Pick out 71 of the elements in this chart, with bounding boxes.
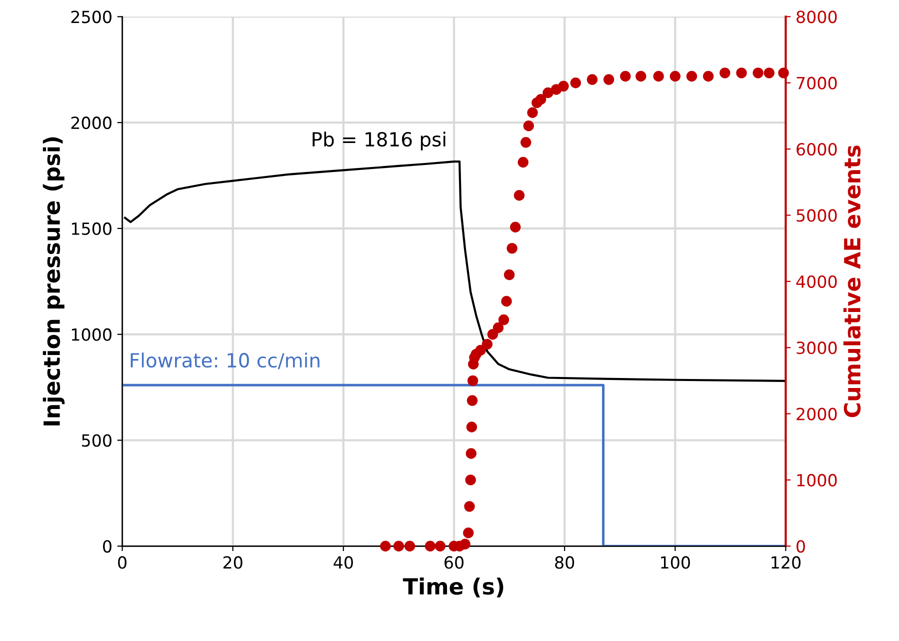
y2-axis-title: Cumulative AE events <box>843 146 861 418</box>
point <box>492 322 504 334</box>
y2-tick-label: 1000 <box>797 474 837 487</box>
y2-tick-label: 7000 <box>796 76 837 90</box>
y-tick-label: 2000 <box>71 116 112 130</box>
point <box>467 375 478 386</box>
point <box>653 70 664 82</box>
x-tick-label: 40 <box>334 556 353 569</box>
annotation: Pb = 1816 psi <box>312 132 446 150</box>
point <box>518 156 528 168</box>
point <box>504 269 515 280</box>
x-tick-label: 0 <box>118 556 126 569</box>
y-tick-label: 500 <box>82 434 112 447</box>
y-axis-title: Injection pressure (psi) <box>42 137 65 426</box>
point <box>535 94 546 105</box>
point <box>558 80 569 92</box>
point <box>460 538 470 550</box>
point <box>404 540 416 552</box>
y2-tick-label: 3000 <box>796 342 837 354</box>
y-tick-label: 2500 <box>71 10 112 24</box>
point <box>514 190 525 201</box>
point <box>752 68 764 78</box>
point <box>498 314 510 326</box>
y-tick-label: 1000 <box>72 328 112 341</box>
y-tick-label: 0 <box>103 540 112 553</box>
x-tick-label: 60 <box>444 556 464 569</box>
point <box>466 422 478 432</box>
point <box>501 296 512 307</box>
y2-tick-label: 8000 <box>796 10 837 24</box>
x-tick-label: 100 <box>661 556 690 569</box>
point <box>736 68 747 78</box>
point <box>586 74 598 85</box>
annotation: Flowrate: 10 cc/min <box>130 352 320 370</box>
point <box>380 540 391 552</box>
point <box>527 107 538 118</box>
point <box>670 70 680 82</box>
point <box>686 70 698 82</box>
y2-tick-label: 6000 <box>796 142 837 156</box>
y2-tick-label: 4000 <box>796 275 837 288</box>
point <box>466 395 478 406</box>
point <box>487 328 498 340</box>
point <box>463 528 474 538</box>
point <box>465 474 476 486</box>
point <box>523 120 534 132</box>
point <box>475 344 486 356</box>
point <box>424 540 436 552</box>
point <box>510 222 521 232</box>
point <box>542 87 554 98</box>
point <box>603 74 614 85</box>
point <box>620 70 631 82</box>
point <box>778 68 789 78</box>
y2-tick-label: 5000 <box>796 209 837 222</box>
point <box>764 68 774 78</box>
x-tick-label: 80 <box>555 556 574 569</box>
point <box>482 338 493 350</box>
y-tick-label: 1500 <box>72 222 112 236</box>
point <box>506 242 518 254</box>
point <box>464 501 475 512</box>
point <box>702 70 714 82</box>
point <box>393 540 404 552</box>
point <box>720 68 730 78</box>
x-tick-label: 120 <box>772 556 801 569</box>
y2-tick-label: 0 <box>796 540 805 553</box>
point <box>636 70 646 82</box>
x-axis-title: Time (s) <box>402 578 504 598</box>
y2-tick-label: 2000 <box>796 408 837 420</box>
point <box>434 540 446 552</box>
point <box>520 137 532 148</box>
point <box>570 77 581 88</box>
point <box>466 448 476 459</box>
x-tick-label: 20 <box>223 556 242 569</box>
